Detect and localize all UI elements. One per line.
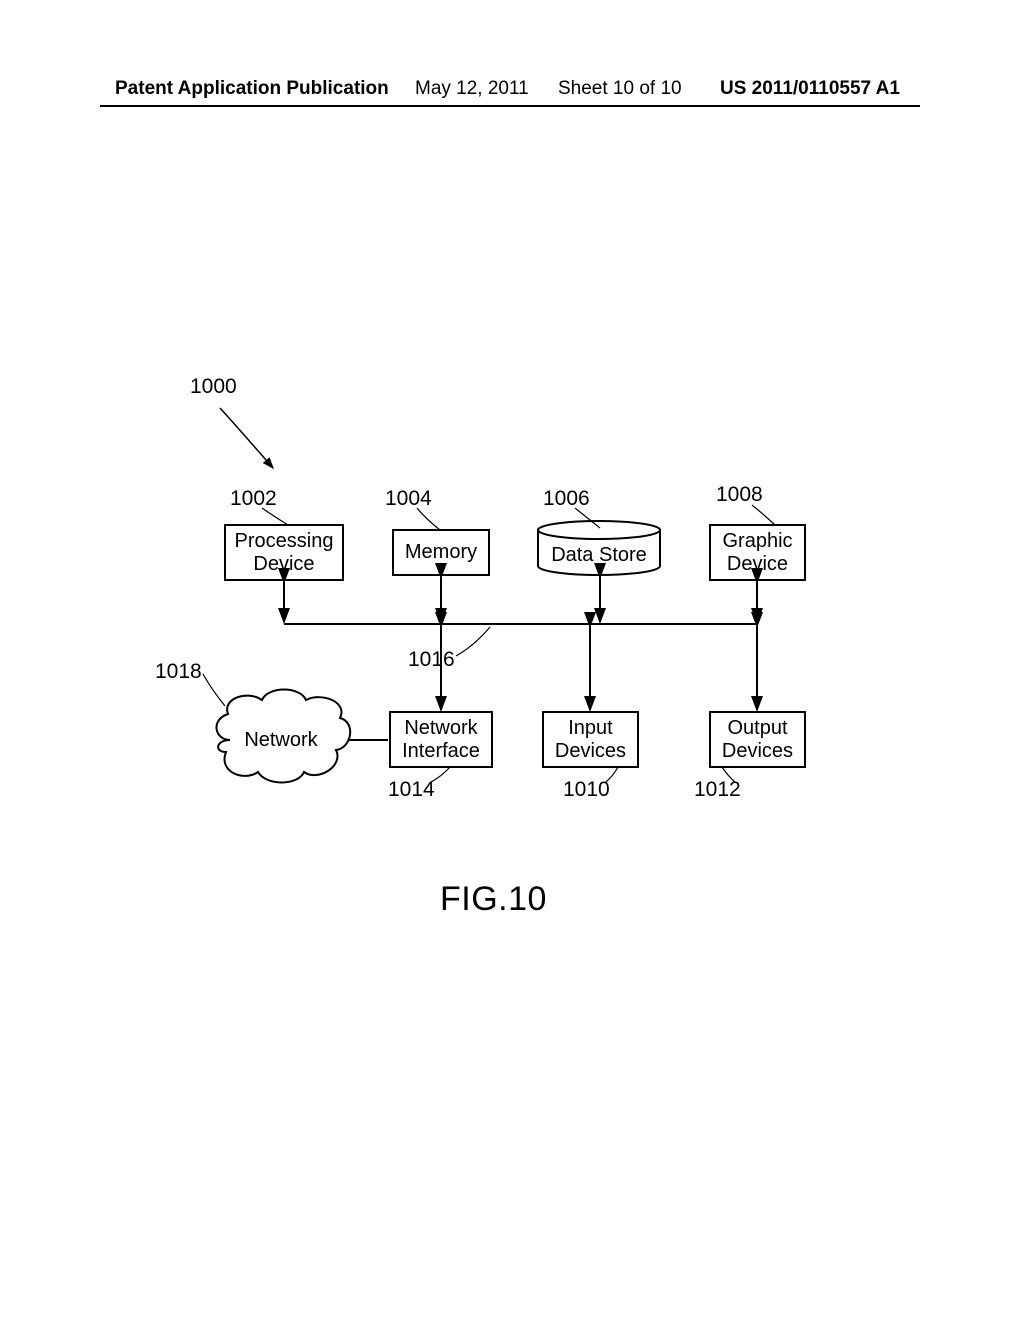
ref-1002: 1002 [230, 487, 277, 511]
ref-1016: 1016 [408, 648, 455, 672]
box-processing-device: ProcessingDevice [225, 525, 343, 580]
ref-1008: 1008 [716, 483, 763, 507]
ref-1006: 1006 [543, 487, 590, 511]
ref-1004: 1004 [385, 487, 432, 511]
box-output-devices: OutputDevices [710, 712, 805, 767]
box-input-devices: InputDevices [543, 712, 638, 767]
figure-10: 1000 1002 1004 1006 1008 1016 1018 1014 … [0, 0, 1024, 1320]
ref-1000: 1000 [190, 375, 237, 399]
diagram-svg [0, 0, 1024, 1320]
figure-caption: FIG.10 [440, 880, 547, 919]
box-network-interface: NetworkInterface [390, 712, 492, 767]
ref-1010: 1010 [563, 778, 610, 802]
box-memory: Memory [393, 530, 489, 575]
ref-1012: 1012 [694, 778, 741, 802]
box-graphic-device: GraphicDevice [710, 525, 805, 580]
ref-1018: 1018 [155, 660, 202, 684]
ref-1014: 1014 [388, 778, 435, 802]
box-network: Network [215, 700, 347, 780]
box-data-store: Data Store [538, 538, 660, 572]
